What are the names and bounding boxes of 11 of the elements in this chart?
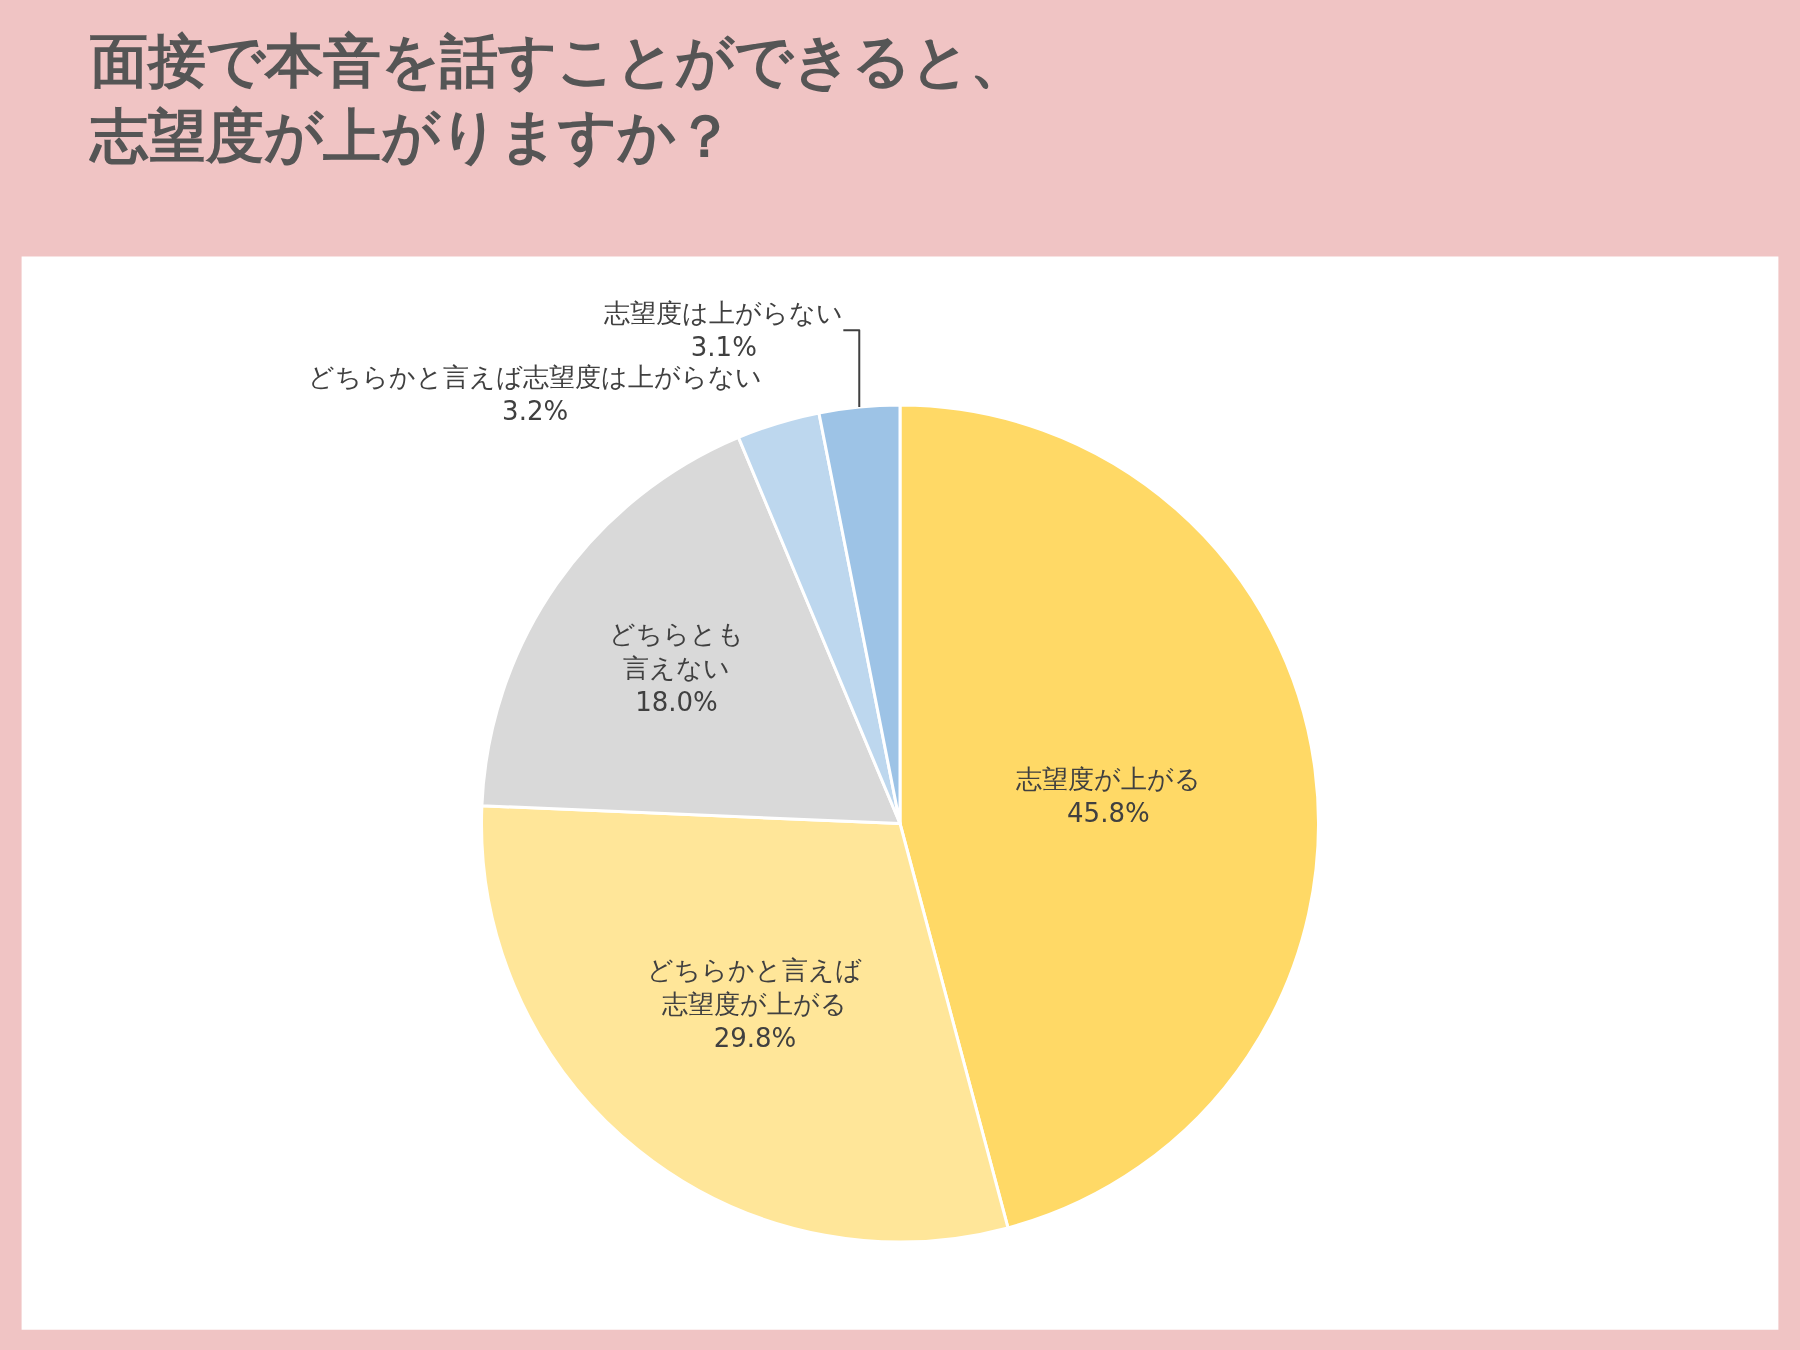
slice-label: どちらかと言えば志望度が上がる	[647, 955, 863, 1020]
slice-label: どちらとも言えない	[608, 618, 744, 683]
data-label: 45.8%	[1067, 798, 1150, 829]
data-label: 3.2%	[502, 395, 569, 426]
data-label: 29.8%	[713, 1023, 797, 1054]
chart-title: 面接で本音を話すことができると、志望度が上がりますか？	[88, 27, 1028, 171]
slice-label: どちらかと言えば志望度は上がらない	[308, 362, 763, 393]
slice-label: 志望度が上がる	[1015, 764, 1201, 795]
data-label: 18.0%	[635, 686, 718, 717]
slice-label: 志望度は上がらない	[604, 298, 844, 329]
data-label: 3.1%	[690, 332, 757, 363]
